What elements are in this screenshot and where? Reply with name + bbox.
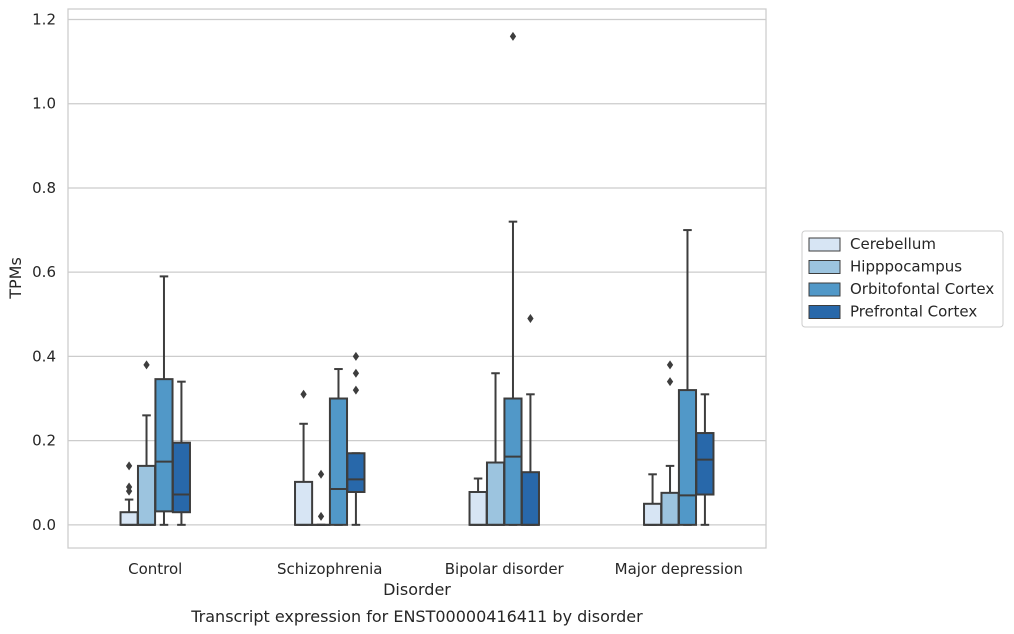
box-body	[294, 480, 314, 526]
plot-frame	[67, 8, 767, 549]
x-tick-label: Major depression	[615, 560, 743, 578]
outlier-point	[317, 511, 325, 521]
outlier-point	[125, 482, 133, 492]
outlier-point	[666, 377, 674, 387]
x-tick-label: Bipolar disorder	[445, 560, 565, 578]
y-tick-label: 0.6	[32, 263, 56, 281]
legend-swatch	[808, 282, 841, 297]
x-axis-ticks: Control Schizophrenia Bipolar disorder Majo…	[128, 560, 743, 578]
y-tick-label: 0.8	[32, 179, 56, 197]
outlier-point	[300, 389, 307, 399]
box	[677, 229, 698, 526]
box-body	[328, 397, 349, 526]
box	[294, 389, 314, 526]
legend-label: Prefrontal Cortex	[850, 303, 977, 321]
legend-label: Orbitofontal Cortex	[850, 280, 994, 298]
box-body	[136, 464, 157, 526]
box-body	[503, 397, 523, 526]
legend-swatch	[808, 260, 841, 274]
y-tick-label: 0.4	[32, 347, 56, 365]
box	[503, 31, 523, 526]
chart-caption: Transcript expression for ENST0000041641…	[190, 607, 643, 626]
legend-label: Cerebellum	[850, 235, 936, 253]
y-axis-label: TPMs	[6, 257, 25, 300]
outlier-point	[527, 314, 534, 324]
legend-item: Prefrontal Cortex	[808, 303, 977, 321]
legend-swatch	[808, 237, 841, 252]
series-group	[154, 31, 698, 526]
box	[171, 380, 191, 526]
outlier-point	[317, 469, 325, 479]
box	[643, 473, 663, 526]
legend-swatch	[808, 305, 841, 319]
box-body	[677, 389, 698, 526]
legend-label: Hipppocampus	[850, 258, 962, 276]
y-tick-label: 0.0	[32, 516, 56, 534]
y-tick-label: 1.2	[32, 11, 56, 29]
box-body	[695, 432, 715, 496]
y-tick-label: 0.2	[32, 432, 56, 450]
box-body	[468, 490, 488, 526]
box-body	[119, 511, 139, 526]
legend-item: Hipppocampus	[808, 258, 962, 276]
box	[136, 360, 157, 526]
series-group	[119, 389, 663, 526]
box-series	[119, 31, 715, 526]
box	[695, 393, 715, 526]
legend-frame	[801, 230, 1004, 328]
legend-item: Cerebellum	[808, 235, 936, 253]
x-tick-label: Control	[128, 560, 182, 578]
box-body	[520, 471, 540, 526]
outlier-point	[509, 31, 517, 41]
box	[154, 275, 174, 526]
box-body	[485, 461, 506, 526]
outlier-point	[666, 360, 674, 370]
outlier-point	[352, 351, 360, 361]
series-group	[171, 314, 715, 526]
series-group	[136, 360, 680, 526]
outlier-point	[352, 385, 360, 395]
outlier-point	[143, 360, 150, 370]
outlier-point	[125, 461, 133, 471]
box	[346, 351, 366, 526]
box	[520, 314, 540, 526]
y-tick-label: 1.0	[32, 95, 56, 113]
box-body	[154, 378, 174, 513]
box-body	[643, 502, 663, 526]
box	[468, 477, 488, 526]
box-body	[660, 491, 680, 526]
box-body	[171, 441, 191, 514]
outlier-point	[352, 368, 360, 378]
x-tick-label: Schizophrenia	[277, 560, 382, 578]
x-axis-label: Disorder	[383, 580, 451, 599]
legend: Cerebellum Hipppocampus Orbitofontal Corte…	[801, 230, 1004, 328]
box-body	[346, 452, 366, 493]
legend-item: Orbitofontal Cortex	[808, 280, 994, 298]
y-axis-ticks: 0.0 0.2 0.4 0.6 0.8 1.0 1.2	[32, 11, 56, 534]
